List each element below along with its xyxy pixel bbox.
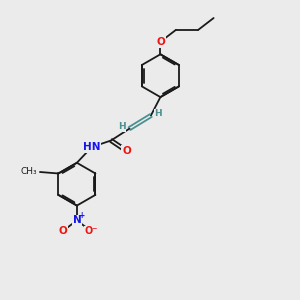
Text: HN: HN [83,142,100,152]
Text: CH₃: CH₃ [21,167,38,176]
Text: +: + [78,211,84,220]
Text: N: N [73,215,81,225]
Text: O⁻: O⁻ [85,226,98,236]
Text: H: H [154,109,162,118]
Text: O: O [58,226,67,236]
Text: O: O [156,37,165,47]
Text: O: O [122,146,131,156]
Text: H: H [118,122,126,131]
